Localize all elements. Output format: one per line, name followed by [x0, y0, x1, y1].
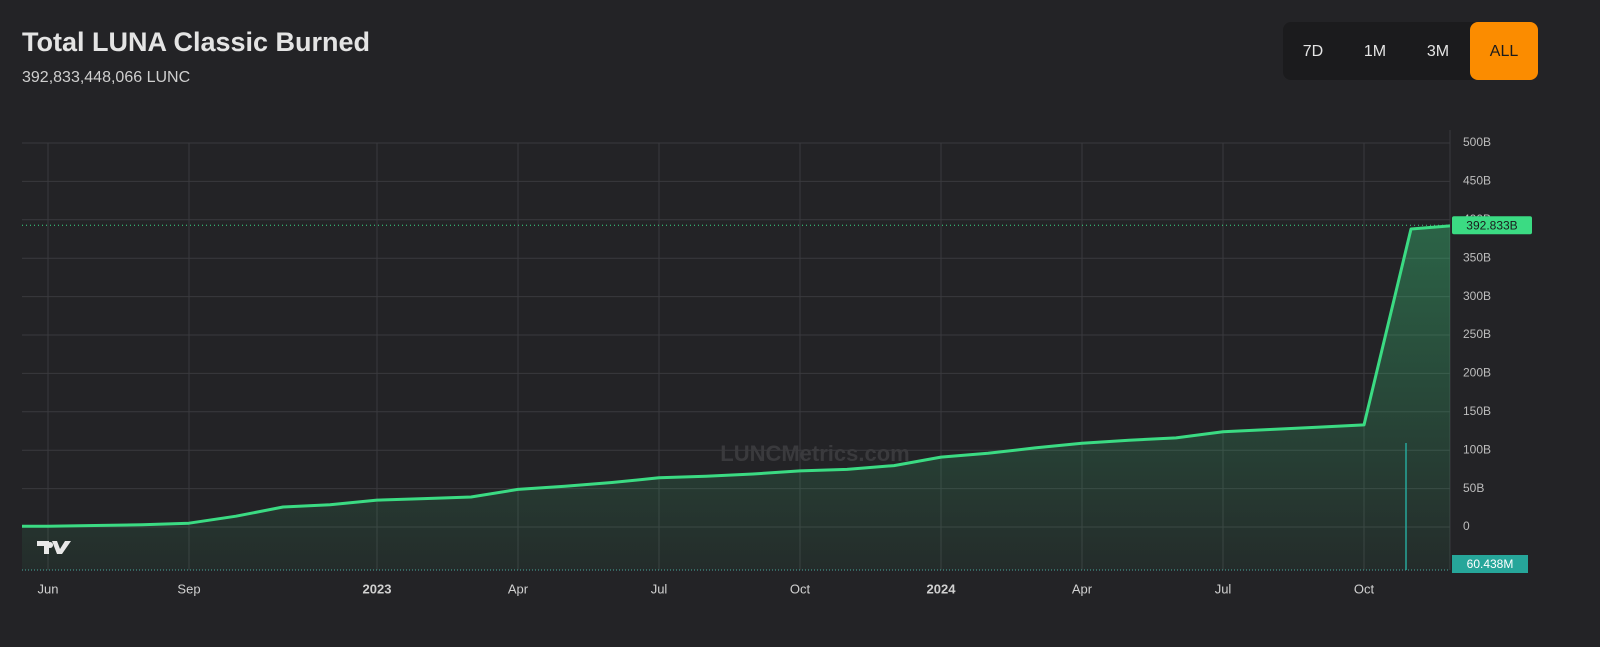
x-tick-label: Oct [1354, 581, 1375, 596]
range-button[interactable]: 7D [1303, 43, 1323, 60]
range-button-active[interactable] [1470, 22, 1538, 80]
area [22, 225, 1450, 570]
chart-title: Total LUNA Classic Burned [22, 27, 370, 57]
x-tick-label: Jun [38, 581, 59, 596]
x-tick-label: Apr [508, 581, 529, 596]
y-tick-label: 0 [1463, 519, 1470, 533]
y-tick-label: 250B [1463, 327, 1491, 341]
x-tick-label: Jul [651, 581, 668, 596]
range-button[interactable]: 1M [1364, 43, 1386, 60]
x-tick-label: Jul [1215, 581, 1232, 596]
y-tick-label: 500B [1463, 135, 1491, 149]
y-tick-label: 450B [1463, 174, 1491, 188]
y-tick-label: 50B [1463, 481, 1484, 495]
y-tick-label: 350B [1463, 250, 1491, 264]
x-tick-label: Sep [177, 581, 200, 596]
range-button[interactable]: 3M [1427, 43, 1449, 60]
x-tick-label: 2023 [363, 581, 392, 596]
volume-tag [1452, 555, 1528, 573]
x-tick-label: Apr [1072, 581, 1093, 596]
line [22, 224, 1450, 528]
range-button[interactable]: ALL [1490, 43, 1519, 60]
volume-label: 60.438M [1467, 557, 1514, 571]
subtitle: 392,833,448,066 LUNC [22, 69, 190, 86]
y-tick-label: 200B [1463, 366, 1491, 380]
watermark: LUNCMetrics.com [720, 441, 909, 466]
x-tick-label: 2024 [927, 581, 957, 596]
y-tick-label: 100B [1463, 442, 1491, 456]
y-tick-label: 300B [1463, 289, 1491, 303]
y-tick-label: 150B [1463, 404, 1491, 418]
logo [37, 541, 71, 554]
x-tick-label: Oct [790, 581, 811, 596]
last-value-tag [1452, 216, 1532, 235]
last-value-label: 392.833B [1466, 218, 1517, 232]
